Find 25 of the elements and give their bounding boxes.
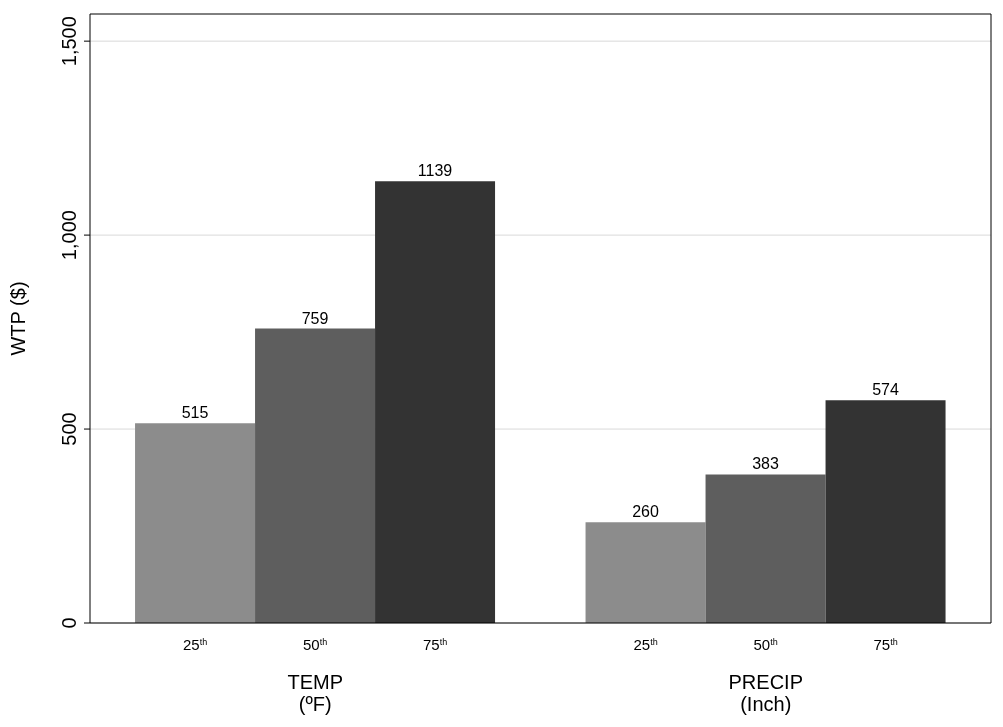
bar xyxy=(255,328,376,623)
data-label: 574 xyxy=(872,381,899,399)
series-label: 25$^{th}$ xyxy=(182,636,208,653)
x-tick-label: TEMP (ºF) xyxy=(287,671,344,715)
bar xyxy=(705,474,826,623)
y-tick-label: 1,000 xyxy=(58,210,80,261)
text: 50$^{th}$ xyxy=(753,636,778,653)
y-tick-label: 500 xyxy=(58,412,80,446)
series-label: 50$^{th}$ xyxy=(302,636,328,653)
text: 25$^{th}$ xyxy=(633,636,658,653)
y-tick-label: 1,500 xyxy=(58,16,80,67)
bar xyxy=(135,423,256,623)
data-label: 260 xyxy=(632,503,659,521)
text: 75$^{th}$ xyxy=(873,636,898,653)
bar xyxy=(825,400,946,623)
data-label: 515 xyxy=(181,404,209,422)
data-label: 1139 xyxy=(417,162,453,180)
data-label: 759 xyxy=(301,309,329,327)
x-tick-label: PRECIP (Inch) xyxy=(728,671,803,715)
y-tick-label: 0 xyxy=(58,617,80,629)
bar xyxy=(375,181,496,623)
bar xyxy=(585,522,706,623)
y-axis-title: WTP ($) xyxy=(7,281,30,356)
series-label: 75$^{th}$ xyxy=(422,636,448,653)
data-label: 383 xyxy=(752,455,779,473)
